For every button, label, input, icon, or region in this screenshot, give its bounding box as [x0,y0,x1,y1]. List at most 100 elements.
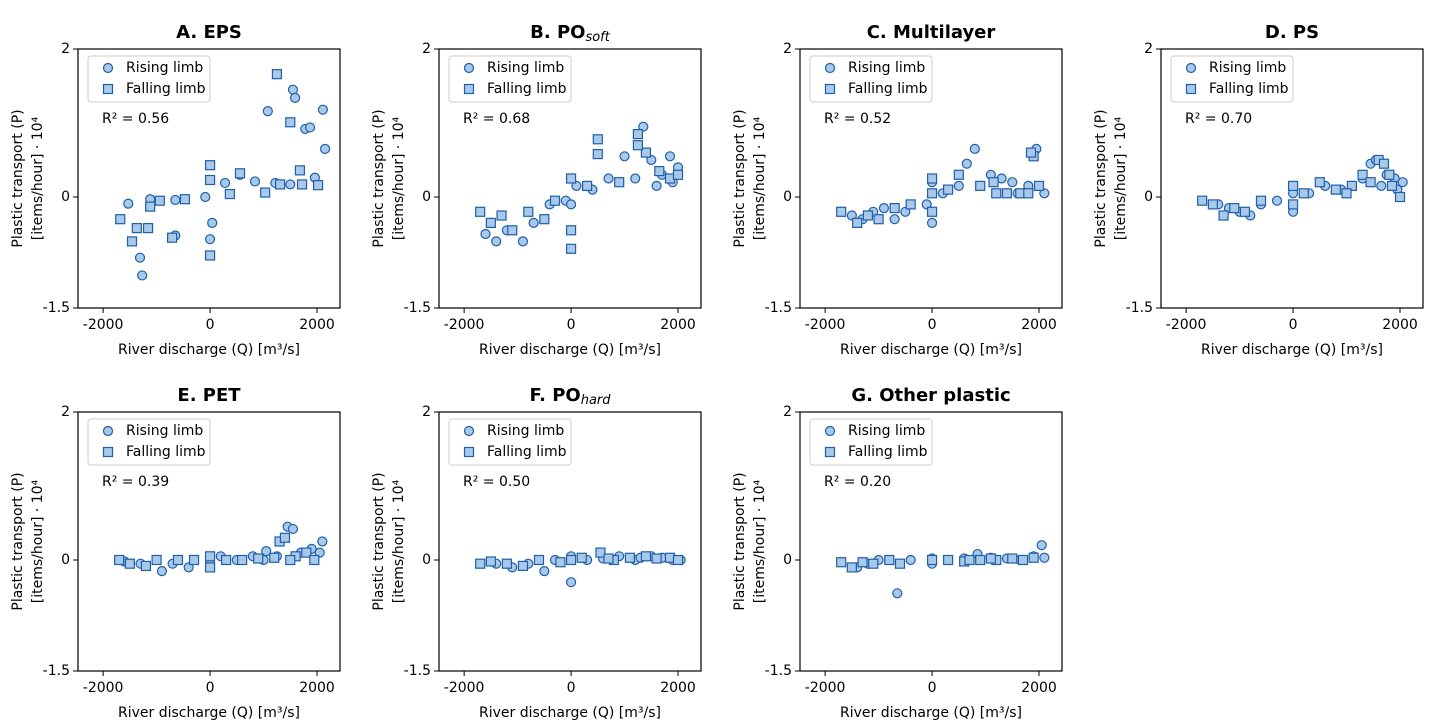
subplot: A. EPS -2000 0 2000 -1.5 0 2 River discharge (Q… [10,22,341,358]
circle-marker [304,122,316,133]
square-marker [1357,169,1368,180]
square-marker [672,169,684,180]
square-marker [1017,554,1029,566]
square-marker [565,173,577,184]
x-tick-label: 2000 [1021,680,1057,696]
y-tick-label: -1.5 [404,663,431,679]
square-marker [102,83,114,95]
square-marker [269,552,280,563]
y-tick-label: 2 [422,41,431,57]
square-marker [640,551,652,562]
circle-marker [565,199,577,210]
square-marker [1394,191,1406,203]
square-marker [1218,210,1229,221]
circle-marker [463,62,475,74]
subplot-title: A. EPS [176,22,242,43]
square-marker [595,547,606,558]
y-axis-label: Plastic transport (P) [371,109,387,247]
subplot: F. POhard -2000 0 2000 -1.5 0 2 River discharge… [371,385,702,721]
square-marker [1229,203,1240,214]
circle-marker [619,151,630,162]
circle-marker [102,62,114,74]
y-axis-label: Plastic transport (P) [10,109,26,247]
r2-annotation: R² = 0.56 [102,111,169,127]
square-marker [114,554,125,566]
x-tick-label: 0 [1289,317,1298,333]
square-marker [501,558,513,569]
circle-marker [480,228,491,240]
square-marker [555,557,566,568]
circle-marker [926,217,938,228]
circle-marker [1039,188,1050,199]
x-tick-label: -2000 [444,680,485,696]
circle-marker [463,425,475,437]
square-marker [1185,83,1197,95]
square-marker [824,446,836,458]
square-marker [102,446,114,458]
square-marker [523,206,534,217]
y-axis-label: Plastic transport (P) [732,109,748,247]
square-marker [624,552,635,563]
square-marker [926,554,938,566]
circle-marker [287,523,299,535]
x-axis-label: River discharge (Q) [m³/s] [840,342,1022,358]
square-marker [1386,180,1398,191]
y-axis-label: [items/hour] · 10⁴ [1113,116,1129,240]
square-marker [1378,158,1390,169]
square-marker [1207,199,1218,210]
square-marker [868,558,879,569]
circle-marker [846,210,857,221]
circle-marker [134,252,146,263]
legend-box [809,418,933,466]
y-tick-label: -1.5 [765,300,792,316]
square-marker [517,560,529,572]
circle-marker [262,106,273,117]
square-marker [1023,188,1034,199]
circle-marker [261,546,272,557]
x-axis-label: River discharge (Q) [m³/s] [1201,342,1383,358]
title-subscript: soft [585,30,610,45]
square-marker [1001,188,1013,199]
square-marker [632,129,644,140]
square-marker [145,201,156,212]
x-tick-label: -2000 [1166,317,1207,333]
square-marker [1239,206,1251,217]
circle-marker [1397,177,1408,188]
title-main: F. PO [529,385,580,406]
square-marker [312,180,324,191]
x-tick-label: 2000 [299,317,335,333]
y-axis-label: Plastic transport (P) [371,472,387,610]
square-marker [943,554,954,566]
square-marker [539,214,550,225]
y-tick-label: -1.5 [43,300,70,316]
circle-marker [289,92,301,103]
circle-marker [900,206,911,217]
square-marker [533,554,545,566]
legend-box [87,418,211,466]
square-marker [485,556,496,567]
circle-marker [539,565,550,577]
x-tick-label: 0 [206,317,215,333]
circle-marker [1271,195,1283,206]
axes-frame [799,411,1063,672]
subplot: E. PET -2000 0 2000 -1.5 0 2 River discharge (Q… [10,385,341,721]
x-tick-label: 2000 [299,680,335,696]
square-marker [836,557,847,568]
square-marker [204,174,216,186]
x-tick-label: 2000 [1021,317,1057,333]
square-marker [1298,188,1309,199]
square-marker [475,206,486,217]
x-tick-label: 0 [567,317,576,333]
legend-label: Falling limb [848,444,928,460]
y-axis-label: Plastic transport (P) [10,472,26,610]
square-marker [988,177,999,188]
square-marker [285,117,296,128]
square-marker [124,558,135,569]
square-marker [857,557,868,568]
x-tick-label: 2000 [660,317,696,333]
legend-box [448,418,572,466]
square-marker [294,165,305,176]
y-tick-label: 0 [61,189,70,205]
square-marker [852,217,863,228]
